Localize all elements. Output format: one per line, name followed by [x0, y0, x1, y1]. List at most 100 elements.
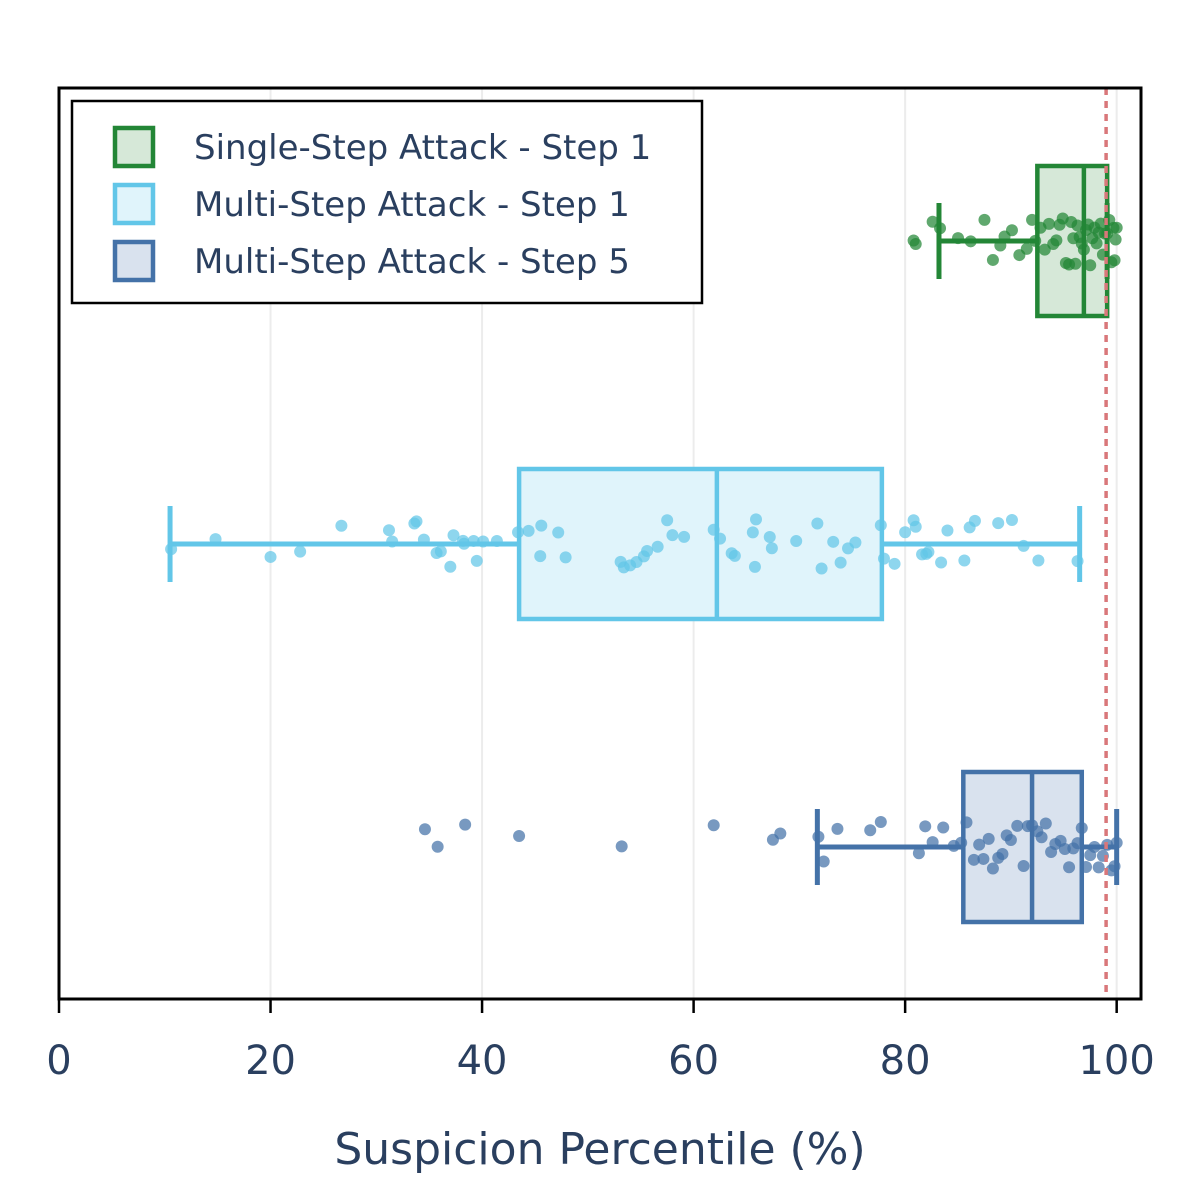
data-point: [1020, 242, 1033, 255]
data-point: [714, 532, 727, 545]
data-point: [559, 551, 572, 564]
data-point: [264, 550, 277, 563]
series-group: [418, 769, 1123, 925]
data-point: [864, 824, 877, 837]
legend-label: Multi-Step Attack - Step 5: [194, 242, 630, 282]
data-point: [982, 832, 995, 845]
data-point: [834, 556, 847, 569]
data-point: [707, 819, 720, 832]
data-point: [817, 855, 830, 868]
data-point: [899, 526, 912, 539]
data-point: [1017, 539, 1030, 552]
data-point: [1109, 233, 1122, 246]
data-point: [1090, 237, 1103, 250]
data-point: [444, 560, 457, 573]
box-iqr: [516, 466, 885, 622]
data-point: [1088, 840, 1101, 853]
data-point: [1075, 822, 1088, 835]
data-point: [1063, 861, 1076, 874]
data-point: [935, 556, 948, 569]
data-point: [666, 529, 679, 542]
data-point: [958, 554, 971, 567]
data-point: [919, 820, 932, 833]
data-point: [926, 836, 939, 849]
data-point: [707, 523, 720, 536]
legend-swatch: [112, 182, 156, 226]
data-point: [874, 519, 887, 532]
x-axis: 0 20 40 60 80 100: [46, 999, 1155, 1084]
data-point: [470, 554, 483, 567]
data-point: [1071, 837, 1084, 850]
data-point: [431, 840, 444, 853]
data-point: [909, 238, 922, 251]
data-point: [1110, 221, 1123, 234]
data-point: [1011, 819, 1024, 832]
legend-label: Multi-Step Attack - Step 1: [194, 185, 630, 225]
data-point: [815, 562, 828, 575]
data-point: [1108, 254, 1121, 267]
data-point: [335, 519, 348, 532]
data-point: [552, 526, 565, 539]
data-point: [952, 232, 965, 245]
data-point: [294, 545, 307, 558]
data-point: [1029, 234, 1042, 247]
data-point: [1035, 831, 1048, 844]
x-tick-label: 60: [668, 1038, 719, 1084]
data-point: [996, 847, 1009, 860]
data-point: [922, 546, 935, 559]
data-point: [1092, 861, 1105, 874]
data-point: [790, 535, 803, 548]
series-layer: [165, 163, 1123, 925]
data-point: [992, 517, 1005, 530]
data-point: [1042, 217, 1055, 230]
legend-swatch: [112, 239, 156, 283]
data-point: [967, 853, 980, 866]
data-point: [410, 515, 423, 528]
data-point: [417, 533, 430, 546]
plot-frame: [57, 86, 1143, 1001]
data-point: [209, 533, 222, 546]
legend-frame: [70, 99, 704, 305]
data-point: [1026, 213, 1039, 226]
data-point: [774, 827, 787, 840]
legend-label: Single-Step Attack - Step 1: [194, 128, 651, 168]
data-point: [467, 534, 480, 547]
data-point: [477, 535, 490, 548]
data-point: [418, 823, 431, 836]
data-point: [973, 838, 986, 851]
data-point: [615, 840, 628, 853]
data-point: [1005, 224, 1018, 237]
data-point: [458, 537, 471, 550]
data-point: [386, 535, 399, 548]
data-point: [986, 862, 999, 875]
data-point: [1110, 836, 1123, 849]
data-point: [382, 524, 395, 537]
data-point: [831, 822, 844, 835]
data-point: [827, 535, 840, 548]
data-point: [811, 517, 824, 530]
data-point: [1108, 860, 1121, 873]
data-point: [849, 536, 862, 549]
data-point: [1069, 257, 1082, 270]
data-point: [978, 213, 991, 226]
data-point: [522, 524, 535, 537]
data-point: [763, 530, 776, 543]
x-axis-title: Suspicion Percentile (%): [334, 1124, 865, 1175]
data-point: [986, 253, 999, 266]
data-point: [513, 829, 526, 842]
legend-swatch: [112, 125, 156, 169]
data-point: [651, 540, 664, 553]
data-point: [912, 847, 925, 860]
data-point: [909, 520, 922, 533]
data-point: [434, 545, 447, 558]
data-point: [955, 836, 968, 849]
data-point: [765, 542, 778, 555]
data-point: [994, 239, 1007, 252]
data-point: [512, 526, 525, 539]
data-point: [877, 552, 890, 565]
data-point: [746, 526, 759, 539]
x-tick-label: 40: [457, 1038, 508, 1084]
data-point: [1084, 259, 1097, 272]
data-point: [1039, 817, 1052, 830]
